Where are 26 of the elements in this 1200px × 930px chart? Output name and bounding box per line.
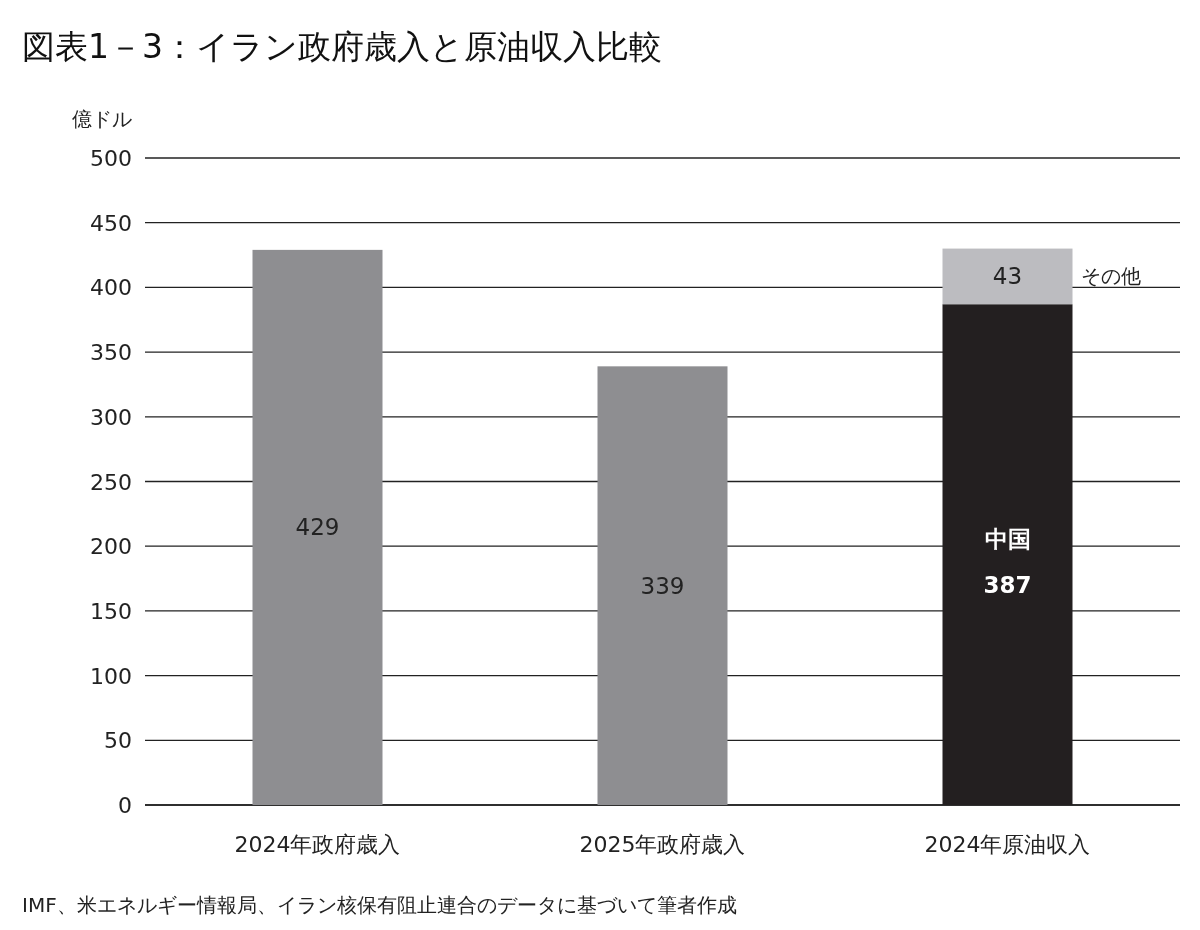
x-tick-label: 2024年原油収入 [924, 832, 1091, 857]
y-tick-label: 150 [90, 598, 132, 624]
y-tick-label: 250 [90, 469, 132, 495]
y-tick-label: 500 [90, 146, 132, 171]
data-label: 43 [992, 263, 1023, 290]
data-label: 429 [295, 514, 340, 541]
y-tick-label: 400 [90, 275, 132, 301]
data-label: 339 [640, 572, 685, 599]
bar [597, 366, 728, 805]
y-tick-label: 450 [90, 210, 132, 236]
y-tick-label: 50 [104, 728, 132, 754]
y-tick-label: 300 [90, 404, 132, 430]
y-axis-title: 億ドル [72, 107, 132, 131]
text: IMF、米エネルギー情報局、イラン核保有阻止連合のデータに基づいて筆者作成 [22, 893, 737, 917]
data-label: 387 [983, 571, 1032, 598]
chart-title: 図表1－3：イラン政府歳入と原油収入比較 [22, 27, 662, 66]
bar [942, 248, 1073, 305]
y-tick-label: 350 [90, 340, 132, 366]
x-tick-label: 2025年政府歳入 [579, 832, 746, 857]
series-label: その他 [1080, 264, 1141, 289]
bar [252, 249, 383, 805]
y-tick-label: 100 [90, 663, 132, 689]
y-tick-label: 0 [118, 793, 132, 818]
series-label: 中国 [984, 525, 1031, 552]
y-tick-label: 200 [90, 534, 132, 560]
x-tick-label: 2024年政府歳入 [234, 832, 401, 857]
